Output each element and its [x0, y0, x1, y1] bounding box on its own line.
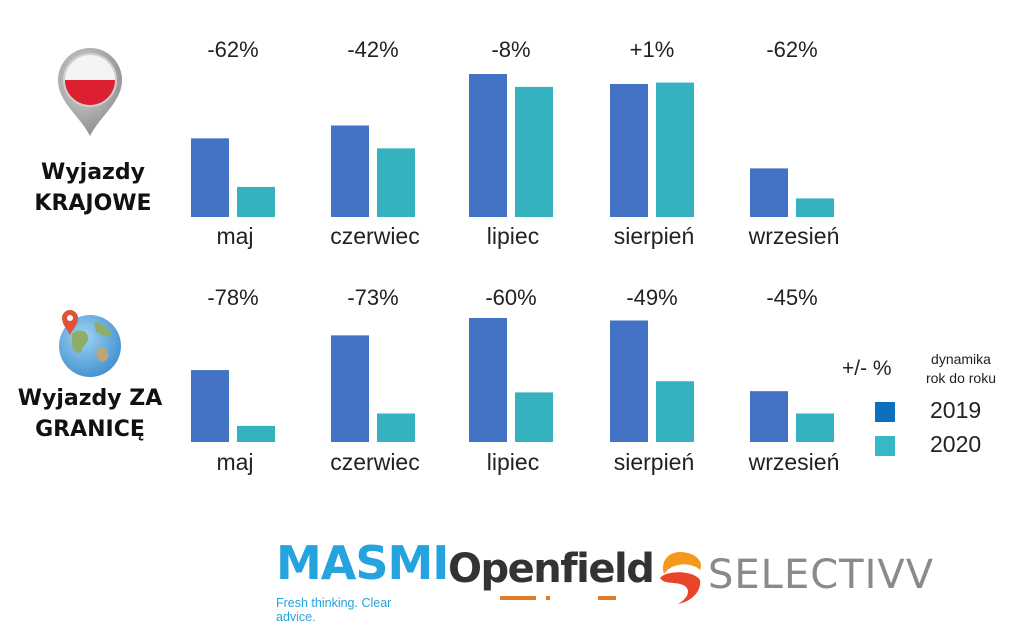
bar-abroad-2019-1	[331, 335, 369, 442]
bar-abroad-2020-0	[237, 425, 275, 442]
category-label-domestic-4: wrzesień	[748, 223, 840, 249]
openfield-logo-text: Openfield	[448, 546, 655, 592]
annotation-domestic-3: +1%	[630, 37, 675, 62]
bar-abroad-2019-2	[469, 318, 507, 442]
abroad-title-line1: Wyjazdy ZA	[17, 386, 163, 411]
category-label-domestic-0: maj	[216, 223, 253, 249]
masmi-tagline: Fresh thinking. Clear advice.	[276, 596, 392, 624]
legend-note-line1: dynamika	[931, 351, 991, 367]
abroad-row-title: Wyjazdy ZA GRANICĘ	[5, 383, 175, 445]
annotation-domestic-0: -62%	[207, 37, 258, 62]
category-label-abroad-2: lipiec	[487, 449, 539, 475]
openfield-logo: Openfield	[448, 546, 655, 604]
legend-label-2020: 2020	[930, 431, 982, 457]
bar-domestic-2020-1	[377, 148, 415, 217]
bar-domestic-2020-0	[237, 186, 275, 217]
globe-with-location-pin-icon	[48, 308, 128, 380]
bar-abroad-2020-1	[377, 413, 415, 442]
domestic-title-line1: Wyjazdy	[41, 160, 145, 185]
category-label-domestic-2: lipiec	[487, 223, 539, 249]
annotation-domestic-2: -8%	[491, 37, 530, 62]
bar-domestic-2019-2	[469, 74, 507, 217]
selectivv-logo-text: SELECTIVV	[708, 552, 935, 598]
bar-abroad-2020-2	[515, 392, 553, 442]
bar-domestic-2019-4	[750, 168, 788, 217]
category-label-domestic-3: sierpień	[614, 223, 695, 249]
bar-abroad-2019-3	[610, 320, 648, 442]
bar-domestic-2019-1	[331, 125, 369, 217]
bar-domestic-2019-0	[191, 138, 229, 217]
annotation-abroad-0: -78%	[207, 285, 258, 310]
domestic-row-title: Wyjazdy KRAJOWE	[18, 157, 168, 219]
legend-label-2019: 2019	[930, 397, 982, 423]
domestic-title-line2: KRAJOWE	[34, 191, 152, 216]
abroad-title-line2: GRANICĘ	[35, 417, 145, 442]
bar-domestic-2019-3	[610, 84, 648, 217]
annotation-abroad-3: -49%	[626, 285, 677, 310]
poland-flag-map-pin-icon	[52, 42, 128, 138]
category-label-abroad-1: czerwiec	[330, 449, 419, 475]
bar-domestic-2020-2	[515, 86, 553, 218]
annotation-domestic-4: -62%	[766, 37, 817, 62]
bar-abroad-2019-4	[750, 391, 788, 442]
legend-title: +/- %	[842, 357, 892, 380]
category-label-domestic-1: czerwiec	[330, 223, 419, 249]
bar-domestic-2020-3	[656, 82, 694, 217]
legend-note: dynamika rok do roku	[906, 350, 1016, 388]
openfield-underline-icon	[500, 596, 616, 600]
bar-abroad-2020-3	[656, 381, 694, 442]
category-label-abroad-3: sierpień	[614, 449, 695, 475]
bar-abroad-2019-0	[191, 370, 229, 442]
annotation-abroad-4: -45%	[766, 285, 817, 310]
legend-swatch-2020	[875, 436, 895, 456]
legend-swatch-2019	[875, 402, 895, 422]
annotation-abroad-2: -60%	[485, 285, 536, 310]
masmi-logo: MASMI Fresh thinking. Clear advice.	[276, 536, 449, 624]
masmi-logo-text: MASMI	[276, 536, 449, 590]
annotation-domestic-1: -42%	[347, 37, 398, 62]
category-label-abroad-0: maj	[216, 449, 253, 475]
selectivv-swirl-icon	[660, 552, 702, 604]
selectivv-logo: SELECTIVV	[650, 548, 940, 608]
annotation-abroad-1: -73%	[347, 285, 398, 310]
category-label-abroad-4: wrzesień	[748, 449, 840, 475]
bar-domestic-2020-4	[796, 198, 834, 217]
legend-note-line2: rok do roku	[925, 370, 997, 386]
bar-abroad-2020-4	[796, 413, 834, 442]
